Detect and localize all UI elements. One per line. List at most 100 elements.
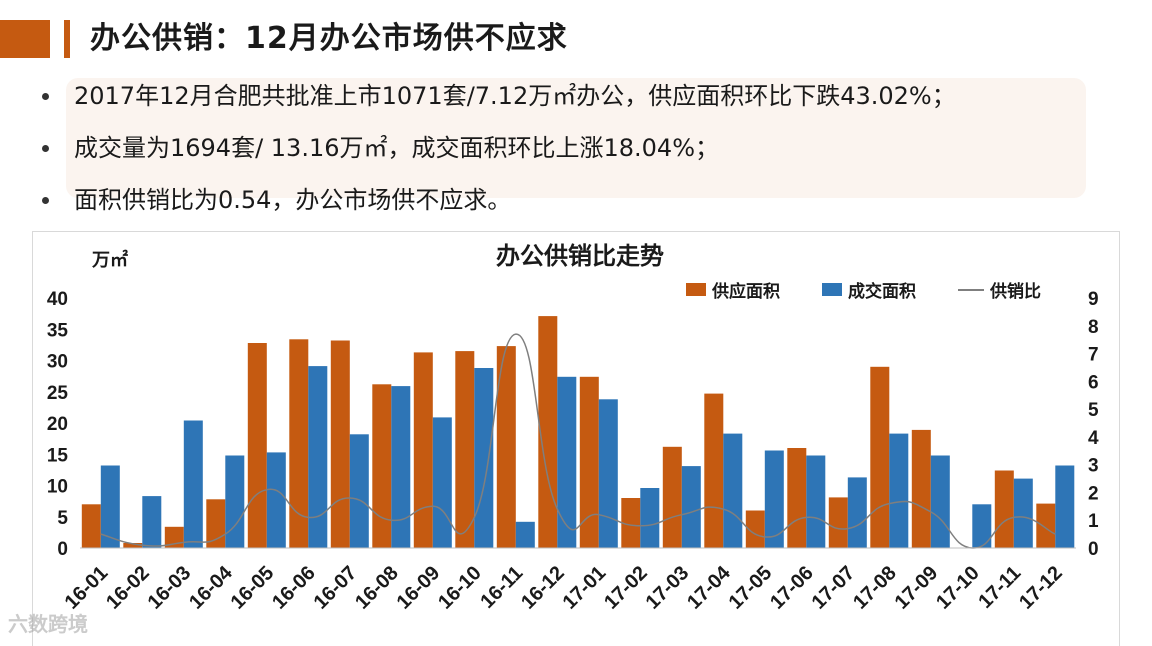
bullet-dot-icon <box>42 197 49 204</box>
x-tick-label: 17-03 <box>642 562 694 614</box>
y-tick-label: 25 <box>47 383 69 404</box>
y-tick-label: 40 <box>47 289 68 310</box>
x-tick-label: 17-01 <box>559 562 611 614</box>
x-tick-label: 16-08 <box>351 562 403 614</box>
supply-bar <box>621 498 641 548</box>
chart-title: 办公供销比走势 <box>496 243 664 270</box>
watermark-logo: 六数跨境 <box>8 612 88 636</box>
supply-bar <box>579 376 599 549</box>
deal-bar <box>266 452 286 548</box>
y-tick-label: 0 <box>57 539 68 560</box>
bullet-item: 成交量为1694套/ 13.16万㎡，成交面积环比上涨18.04%； <box>40 128 956 180</box>
x-tick-label: 17-10 <box>932 562 984 614</box>
page-title: 办公供销：12月办公市场供不应求 <box>90 21 568 56</box>
y2-tick-label: 0 <box>1088 539 1099 560</box>
x-tick-label: 17-07 <box>808 562 860 614</box>
y-tick-label: 35 <box>47 320 69 341</box>
bullet-panel-background <box>66 78 1086 198</box>
x-tick-label: 16-05 <box>227 562 279 614</box>
deal-bar <box>723 433 743 548</box>
y-tick-label: 5 <box>57 508 68 529</box>
deal-bar <box>847 477 867 548</box>
y-tick-label: 20 <box>47 414 68 435</box>
x-tick-label: 16-03 <box>144 562 196 614</box>
deal-bar <box>598 399 618 549</box>
legend-ratio-label: 供销比 <box>989 281 1041 301</box>
bullet-text: 面积供销比为0.54，办公市场供不应求。 <box>74 186 512 214</box>
x-tick-label: 16-06 <box>268 562 320 614</box>
title-accent-block <box>0 20 50 58</box>
deal-bar <box>183 420 203 548</box>
deal-bar <box>391 386 411 548</box>
supply-bar <box>994 470 1014 548</box>
ratio-line <box>100 333 1056 549</box>
legend-deal-label: 成交面积 <box>848 281 916 301</box>
x-tick-label: 16-07 <box>310 562 362 614</box>
x-tick-label: 16-10 <box>434 562 486 614</box>
supply-bar <box>704 393 724 548</box>
y-tick-label: 30 <box>47 352 68 373</box>
supply-bar <box>330 340 350 548</box>
legend-supply-label: 供应面积 <box>711 281 780 301</box>
supply-bar <box>206 499 226 549</box>
x-tick-label: 16-09 <box>393 562 445 614</box>
deal-bar <box>100 465 120 548</box>
y2-tick-label: 5 <box>1088 400 1099 421</box>
legend-deal-swatch <box>822 283 842 296</box>
x-tick-label: 17-05 <box>725 562 777 614</box>
y2-tick-label: 1 <box>1088 511 1099 532</box>
supply-bar <box>1036 503 1056 548</box>
deal-bar <box>557 376 577 549</box>
supply-bar <box>372 384 392 549</box>
deal-bar <box>474 368 494 548</box>
supply-bar <box>123 543 143 548</box>
y-tick-label: 15 <box>47 445 69 466</box>
supply-bar <box>247 343 267 548</box>
y-axis-unit-label: 万㎡ <box>91 249 128 270</box>
supply-bar <box>289 339 309 549</box>
supply-bar <box>538 316 558 548</box>
deal-bar <box>225 455 245 548</box>
y2-tick-label: 2 <box>1088 483 1099 504</box>
x-tick-label: 17-04 <box>683 561 735 613</box>
y2-tick-label: 4 <box>1088 428 1099 449</box>
y2-tick-label: 7 <box>1088 345 1099 366</box>
supply-bar <box>81 504 101 549</box>
bullet-dot-icon <box>42 93 49 100</box>
deal-bar <box>972 504 992 549</box>
y2-tick-label: 6 <box>1088 372 1099 393</box>
deal-bar <box>1013 478 1033 548</box>
x-tick-label: 17-06 <box>766 562 818 614</box>
x-tick-label: 17-02 <box>600 562 652 614</box>
deal-bar <box>432 417 452 548</box>
x-tick-label: 16-04 <box>185 561 237 613</box>
deal-bar <box>930 455 950 548</box>
title-accent-bar <box>64 20 70 58</box>
x-tick-label: 17-11 <box>974 562 1025 613</box>
supply-bar <box>455 351 475 548</box>
x-tick-label: 17-12 <box>1015 562 1067 614</box>
supply-bar <box>662 446 682 549</box>
supply-bar <box>745 510 765 548</box>
deal-bar <box>515 521 535 549</box>
deal-bar <box>681 466 701 548</box>
deal-bar <box>806 455 826 548</box>
bullet-text: 成交量为1694套/ 13.16万㎡，成交面积环比上涨18.04%； <box>74 134 720 162</box>
y2-tick-label: 9 <box>1088 289 1099 310</box>
deal-bar <box>764 450 784 548</box>
bullet-item: 面积供销比为0.54，办公市场供不应求。 <box>40 180 956 232</box>
deal-bar <box>1055 465 1075 548</box>
supply-bar <box>413 352 433 548</box>
deal-bar <box>349 434 369 549</box>
supply-bar <box>496 346 516 548</box>
x-tick-label: 16-11 <box>476 562 527 613</box>
deal-bar <box>889 433 909 548</box>
bullet-item: 2017年12月合肥共批准上市1071套/7.12万㎡办公，供应面积环比下跌43… <box>40 76 956 128</box>
supply-bar <box>787 448 807 548</box>
deal-bar <box>142 496 162 548</box>
deal-bar <box>308 366 328 548</box>
bullet-dot-icon <box>42 145 49 152</box>
y-tick-label: 10 <box>47 477 68 498</box>
x-tick-label: 16-12 <box>517 562 569 614</box>
